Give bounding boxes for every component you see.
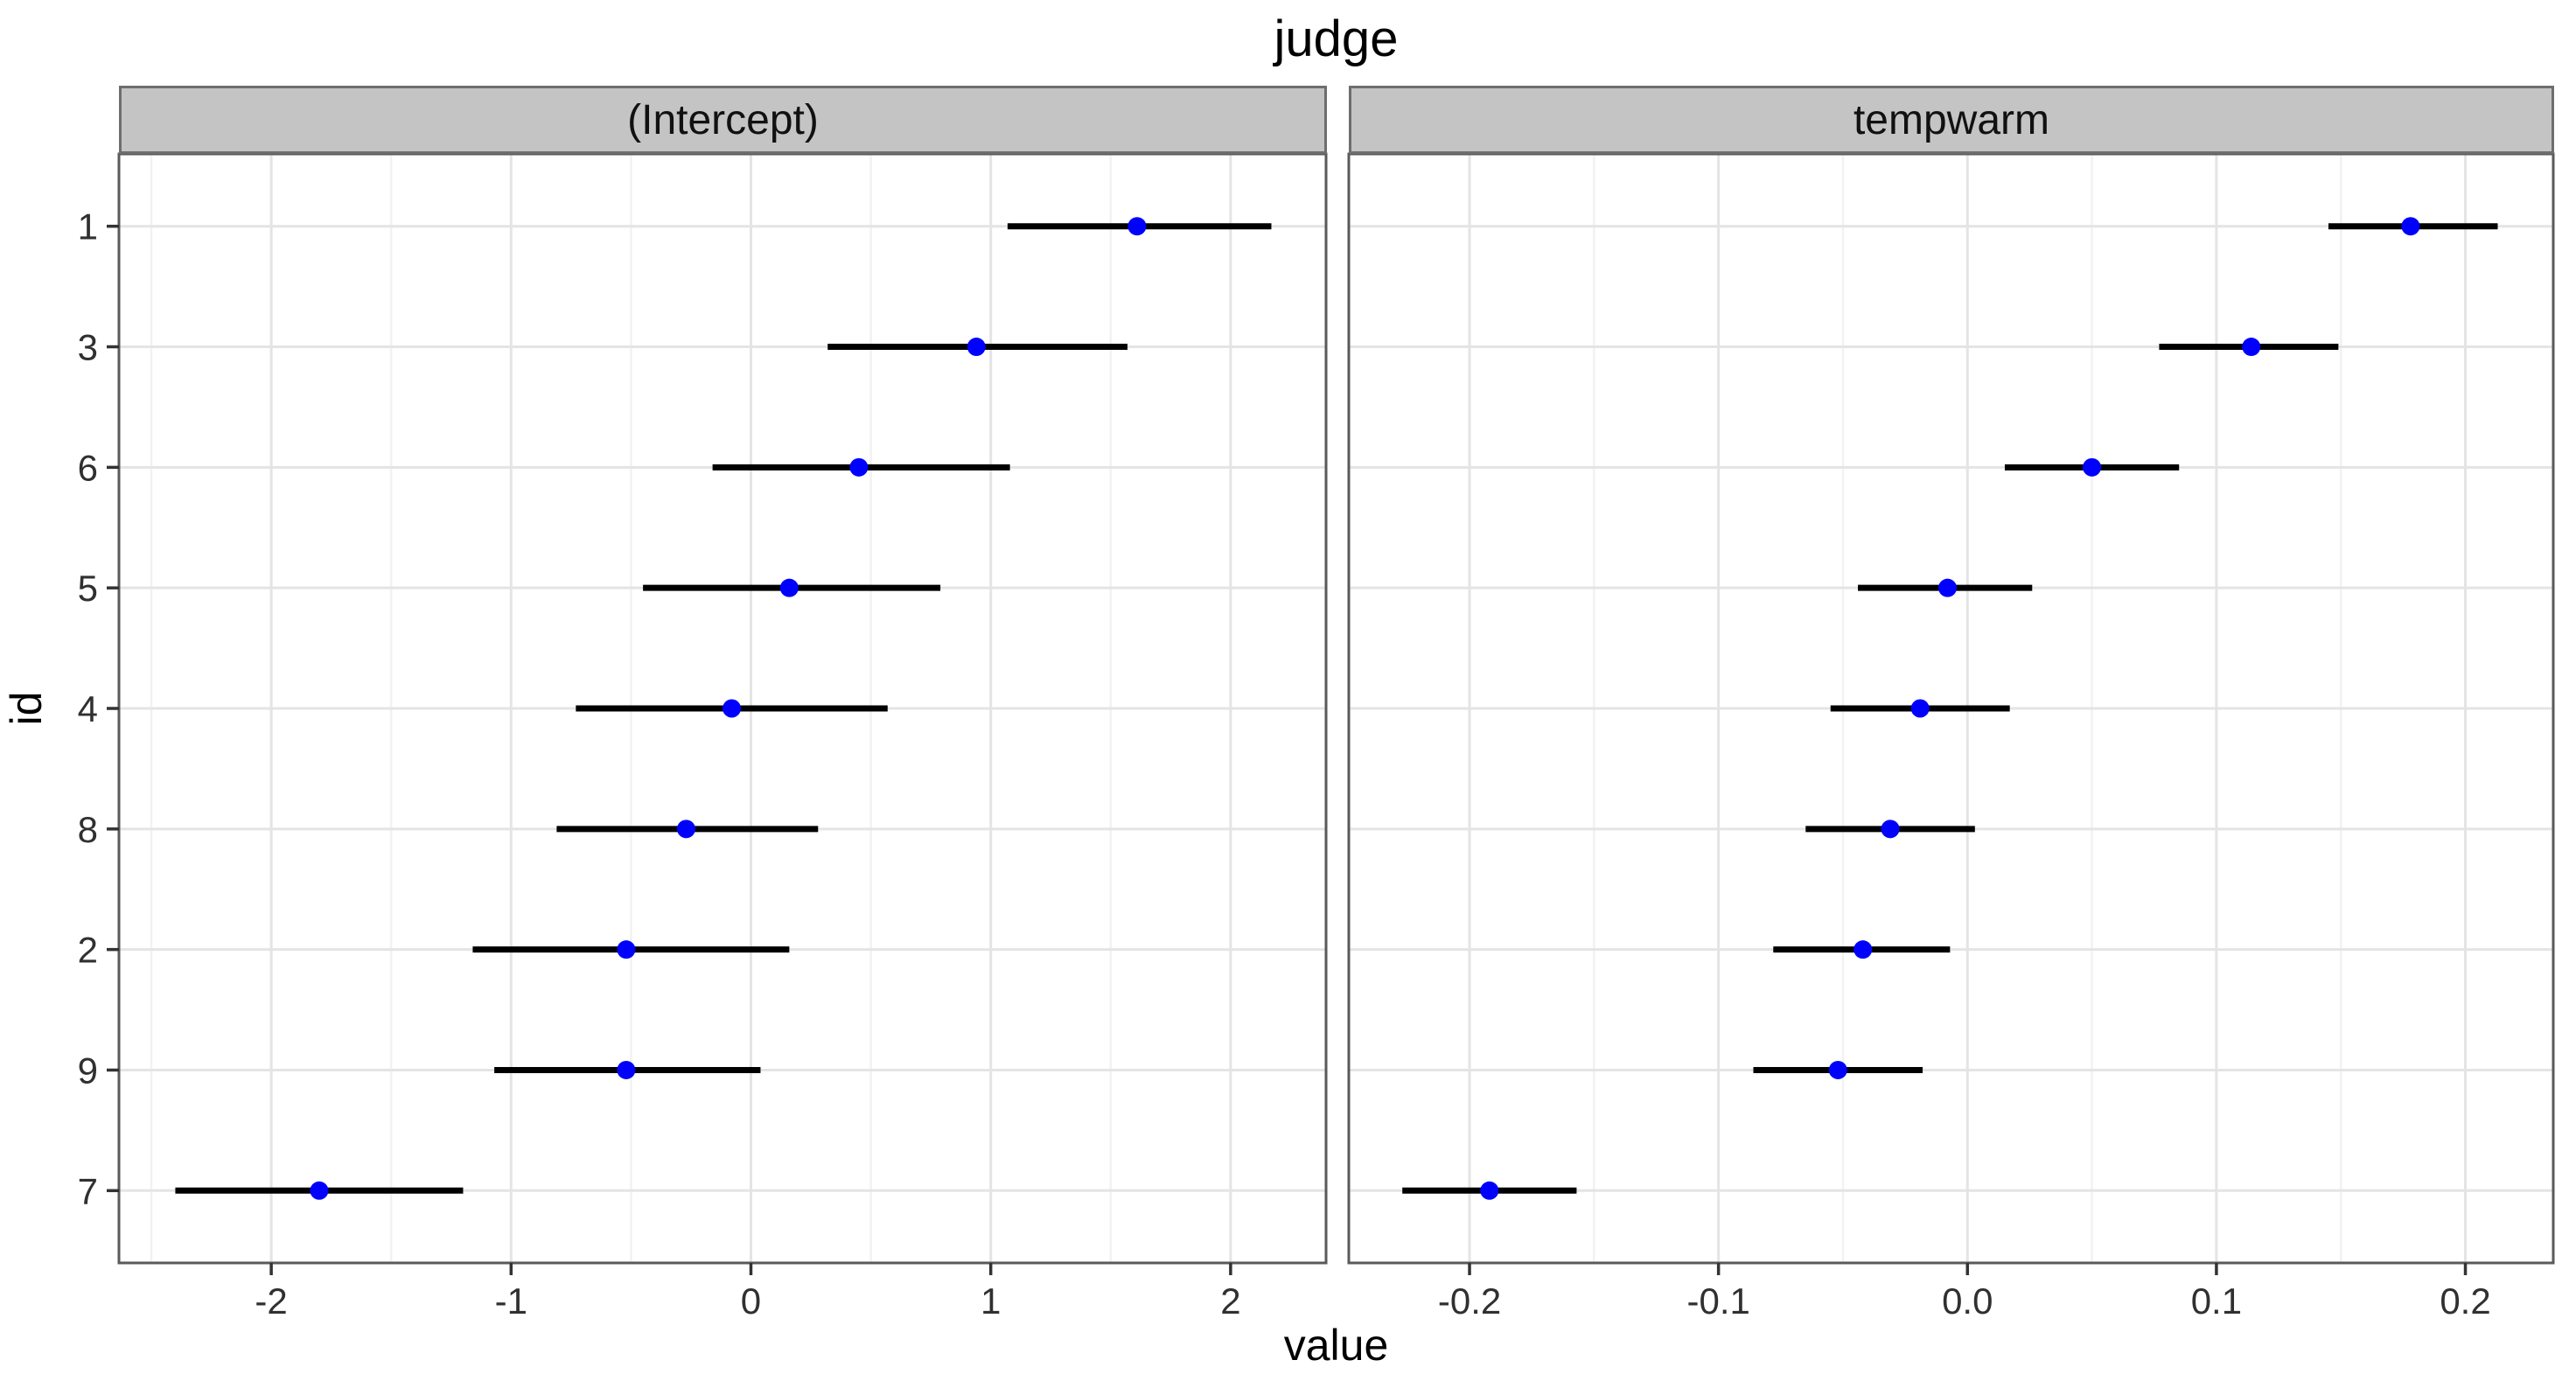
data-point — [1853, 940, 1873, 959]
y-tick-label: 1 — [78, 206, 98, 248]
data-point — [849, 457, 869, 477]
y-tick-label: 3 — [78, 327, 98, 368]
plot-title: judge — [1274, 10, 1399, 67]
data-point — [1480, 1181, 1499, 1200]
x-tick-label: 1 — [981, 1280, 1001, 1322]
x-tick-label: 0.0 — [1942, 1280, 1993, 1322]
facet-panel-0: -2 -1 0 1 2 — [117, 152, 1328, 1322]
y-tick-label: 8 — [78, 809, 98, 850]
data-point — [779, 578, 799, 597]
data-point — [2242, 338, 2261, 357]
facet-strip-label: tempwarm — [1853, 96, 2050, 143]
x-tick-label: 0.1 — [2191, 1280, 2242, 1322]
data-point — [1910, 699, 1930, 718]
panel-border — [1347, 152, 2555, 1265]
facet-strip-intercept: (Intercept) — [119, 86, 1327, 154]
data-point — [2083, 457, 2102, 477]
y-tick-label: 4 — [78, 688, 98, 729]
data-point — [2401, 217, 2420, 236]
y-tick-label: 6 — [78, 447, 98, 488]
y-tick-label: 5 — [78, 568, 98, 609]
x-tick-label: 0 — [741, 1280, 761, 1322]
y-axis: 1 3 6 5 4 8 2 9 7 — [78, 206, 119, 1211]
data-point — [1938, 578, 1958, 597]
data-point — [617, 940, 636, 959]
facet-strip-tempwarm: tempwarm — [1349, 86, 2554, 154]
data-point — [1881, 820, 1900, 839]
data-point — [617, 1060, 636, 1079]
data-point — [1127, 217, 1147, 236]
facet-strip-label: (Intercept) — [627, 96, 819, 143]
data-point — [723, 699, 742, 718]
y-tick-label: 7 — [78, 1170, 98, 1211]
y-tick-label: 2 — [78, 930, 98, 971]
y-tick-label: 9 — [78, 1050, 98, 1091]
y-axis-title-text: id — [2, 691, 51, 726]
x-tick-label: -0.1 — [1686, 1280, 1749, 1322]
x-tick-label: -2 — [255, 1280, 287, 1322]
x-axis-title: value — [1283, 1321, 1389, 1370]
x-tick-label: -0.2 — [1438, 1280, 1501, 1322]
x-tick-label: 0.2 — [2440, 1280, 2490, 1322]
data-point — [1828, 1060, 1847, 1079]
data-point — [310, 1181, 329, 1200]
data-point — [676, 820, 695, 839]
data-point — [967, 338, 986, 357]
x-tick-label: 2 — [1220, 1280, 1240, 1322]
facet-panel-1: -0.2 -0.1 0.0 0.1 0.2 — [1347, 152, 2555, 1322]
x-tick-label: -1 — [495, 1280, 527, 1322]
